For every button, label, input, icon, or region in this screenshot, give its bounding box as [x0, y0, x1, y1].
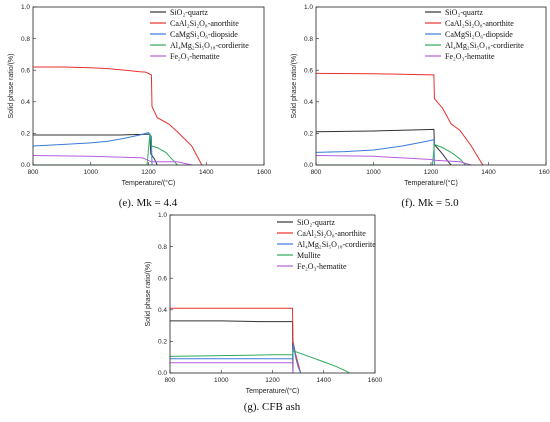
series-line-3 [33, 133, 178, 166]
series-line-2 [315, 139, 435, 166]
x-tick-label: 1200 [424, 169, 439, 176]
x-axis-label: Temperature/(°C) [404, 179, 458, 187]
series-line-1 [170, 307, 302, 374]
y-tick-label: 0.0 [21, 162, 30, 169]
y-tick-label: 0.8 [21, 36, 30, 43]
series-line-2 [32, 132, 153, 166]
legend-entry: SiO₂-quartz [170, 8, 208, 17]
chart-panel-0: 800 1000 1200 1400 1600 0.0 0.2 0.4 0.6 0.8 1.0 Tem… [8, 4, 272, 209]
series-line-4 [170, 362, 294, 374]
y-tick-label: 1.0 [304, 4, 313, 11]
x-tick-label: 1400 [481, 169, 496, 176]
x-tick-label: 1000 [366, 169, 381, 176]
series-line-4 [32, 155, 192, 166]
legend-entry: Fe₂O₃-hematite [445, 52, 495, 61]
x-tick-label: 1600 [257, 169, 272, 176]
y-tick-label: 0.6 [21, 67, 30, 74]
y-tick-label: 0.6 [158, 275, 167, 282]
series-line-4 [315, 155, 472, 166]
chart-panel-2: 800 1000 1200 1400 1600 0.0 0.2 0.4 0.6 0.8 1.0 Tem… [145, 212, 383, 413]
panel-caption: (f). Mk = 5.0 [401, 197, 459, 209]
plot-frame [169, 214, 376, 374]
x-tick-label: 1200 [265, 377, 280, 384]
legend-entry: SiO₂-quartz [445, 8, 483, 17]
x-tick-label: 1600 [539, 169, 550, 176]
y-tick-label: 0.4 [304, 99, 313, 106]
y-tick-label: 0.2 [158, 339, 167, 346]
x-tick-label: 800 [28, 169, 39, 176]
y-tick-label: 0.4 [21, 99, 30, 106]
legend-entry: Al₄Mg₂Si₅O₁₈-cordierite [170, 41, 249, 50]
x-tick-label: 1000 [214, 377, 229, 384]
legend-entry: CaAl₂Si₂O₈-anorthite [297, 229, 366, 238]
series-line-3 [169, 350, 350, 374]
panel-caption: (e). Mk = 4.4 [119, 197, 178, 209]
y-tick-label: 0.2 [304, 131, 313, 138]
y-tick-label: 0.2 [21, 131, 30, 138]
legend-entry: Fe₂O₃-hematite [297, 262, 347, 271]
series-line-1 [315, 72, 484, 166]
y-tick-label: 0.4 [158, 307, 167, 314]
legend-entry: Al₄Mg₂Si₅O₁₈-cordierite [297, 240, 376, 249]
legend-entry: Fe₂O₃-hematite [170, 52, 220, 61]
x-tick-label: 1600 [368, 377, 383, 384]
y-tick-label: 0.0 [304, 162, 313, 169]
y-tick-label: 1.0 [158, 212, 167, 219]
panel-caption: (g). CFB ash [244, 401, 301, 413]
y-tick-label: 0.0 [158, 370, 167, 377]
legend-entry: Mullite [297, 251, 321, 260]
x-tick-label: 800 [165, 377, 176, 384]
series-line-0 [33, 133, 158, 166]
x-tick-label: 1400 [199, 169, 214, 176]
y-axis-label: Solid phase ratio/(%) [8, 54, 15, 119]
legend-entry: CaAl₂Si₂O₈-anorthite [445, 19, 514, 28]
legend-entry: CaMgSi₂O₆-diopside [170, 30, 238, 39]
y-tick-label: 1.0 [21, 4, 30, 11]
legend-entry: Al₄Mg₂Si₅O₁₈-cordierite [445, 41, 524, 50]
chart-panel-1: 800 1000 1200 1400 1600 0.0 0.2 0.4 0.6 0.8 1.0 Tem… [291, 4, 550, 209]
legend-entry: CaMgSi₂O₆-diopside [445, 30, 513, 39]
y-tick-label: 0.8 [304, 36, 313, 43]
x-axis-label: Temperature/(°C) [122, 179, 176, 187]
x-tick-label: 1000 [84, 169, 99, 176]
legend-entry: SiO₂-quartz [297, 218, 335, 227]
y-axis-label: Solid phase ratio/(%) [145, 262, 152, 327]
series-line-0 [170, 320, 294, 374]
series-line-0 [315, 128, 452, 166]
y-tick-label: 0.6 [304, 67, 313, 74]
legend-entry: CaAl₂Si₂O₈-anorthite [170, 19, 239, 28]
y-tick-label: 0.8 [158, 244, 167, 251]
series-line-1 [33, 66, 203, 166]
series-line-2 [170, 344, 302, 374]
x-tick-label: 1400 [317, 377, 332, 384]
y-axis-label: Solid phase ratio/(%) [291, 54, 298, 119]
x-axis-label: Temperature/(°C) [246, 387, 300, 395]
x-tick-label: 800 [311, 169, 322, 176]
x-tick-label: 1200 [141, 169, 156, 176]
